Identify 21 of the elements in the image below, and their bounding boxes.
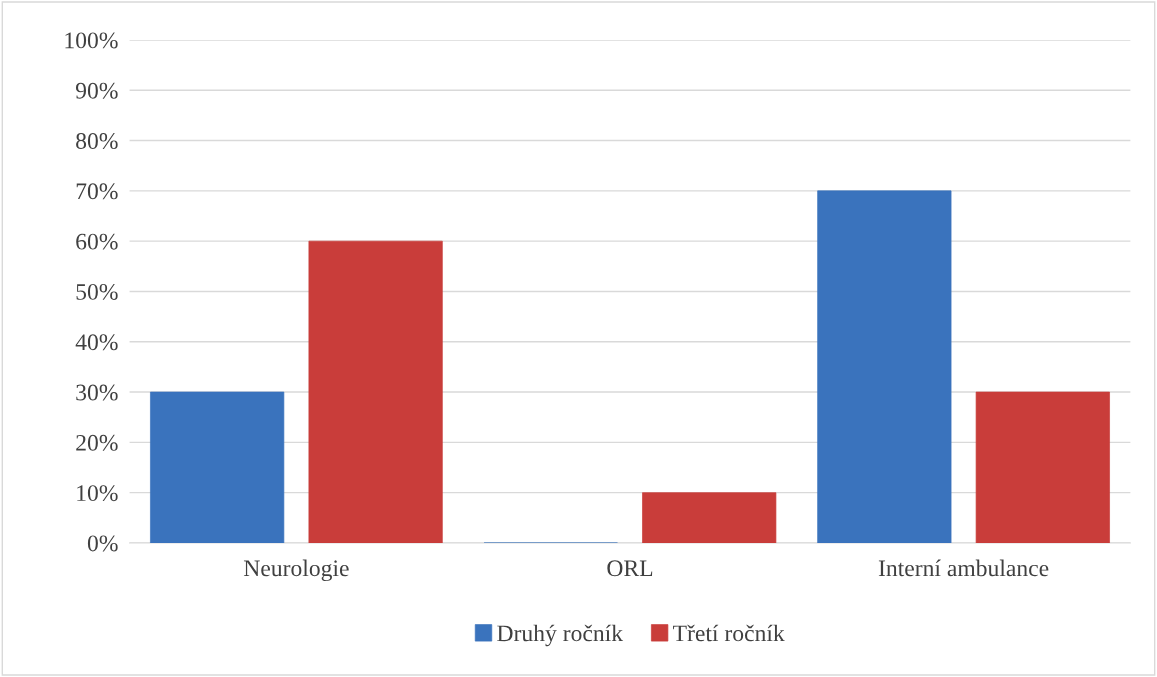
bar [150,391,285,543]
y-tick-label: 10% [77,485,118,502]
bar [817,190,952,543]
y-tick-label: 90% [75,82,118,99]
y-tick-label: 70% [76,183,118,200]
y-tick-label: 30% [76,384,118,401]
y-tick-label: 60% [76,233,118,250]
y-tick-label: 80% [76,133,118,150]
legend-label: Třetí ročník [673,624,785,642]
x-tick-label: Interní ambulance [878,559,1049,577]
legend-label: Druhý ročník [497,624,624,647]
y-tick-label: 50% [76,283,118,300]
bar [308,240,443,543]
y-tick-label: 100% [65,32,118,49]
bar [642,492,777,543]
y-tick-label: 0% [87,535,118,552]
y-tick-label: 20% [76,434,118,451]
x-tick-label: ORL [607,560,653,577]
x-tick-label: Neurologie [243,559,349,582]
y-tick-label: 40% [75,334,118,351]
bar [975,391,1110,543]
